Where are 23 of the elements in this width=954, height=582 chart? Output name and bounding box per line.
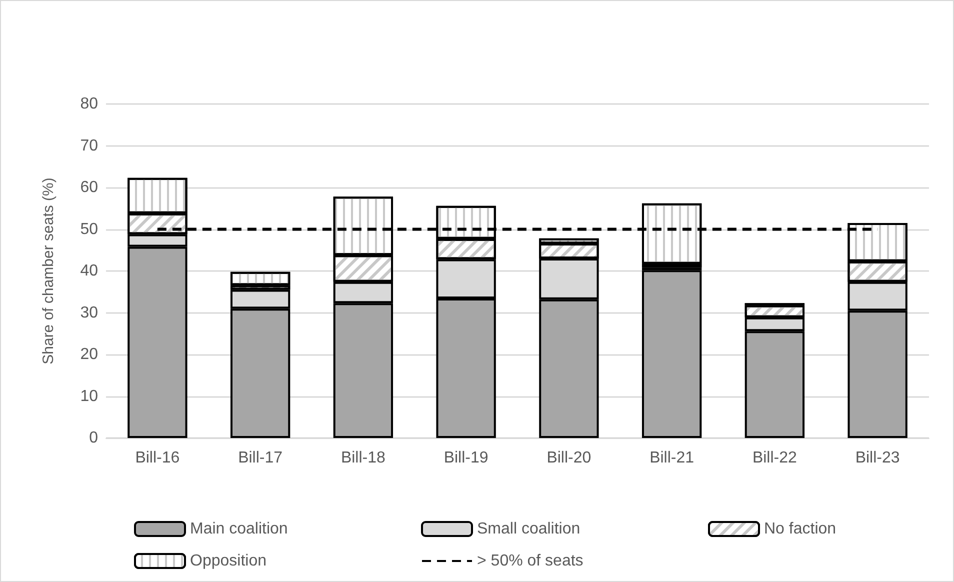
x-tick-label: Bill-22 [752, 450, 798, 466]
y-tick-label: 0 [89, 430, 98, 446]
y-tick-label: 30 [80, 304, 98, 322]
legend-label: No faction [764, 520, 836, 538]
y-tick-label: 50 [80, 220, 98, 238]
legend-label: Opposition [190, 552, 266, 570]
legend-label: Main coalition [190, 520, 288, 538]
x-tick-label: Bill-17 [238, 450, 283, 466]
y-tick-label: 70 [80, 137, 98, 154]
x-tick-label: Bill-16 [135, 450, 180, 466]
y-axis-title: Share of chamber seats (%) [40, 178, 57, 364]
x-tick-label: Bill-18 [340, 450, 386, 466]
y-tick-label: 60 [80, 179, 98, 196]
x-tick-label: Bill-19 [444, 450, 488, 466]
x-tick-label: Bill-23 [855, 450, 900, 466]
y-tick-label: 20 [80, 346, 98, 363]
y-tick-label: 80 [80, 96, 98, 112]
y-tick-label: 10 [80, 388, 98, 405]
legend-label: Small coalition [477, 520, 580, 538]
legend-label: > 50% of seats [477, 552, 584, 570]
x-tick-label: Bill-20 [546, 450, 592, 466]
y-tick-label: 40 [80, 262, 98, 280]
x-tick-label: Bill-21 [650, 450, 694, 466]
